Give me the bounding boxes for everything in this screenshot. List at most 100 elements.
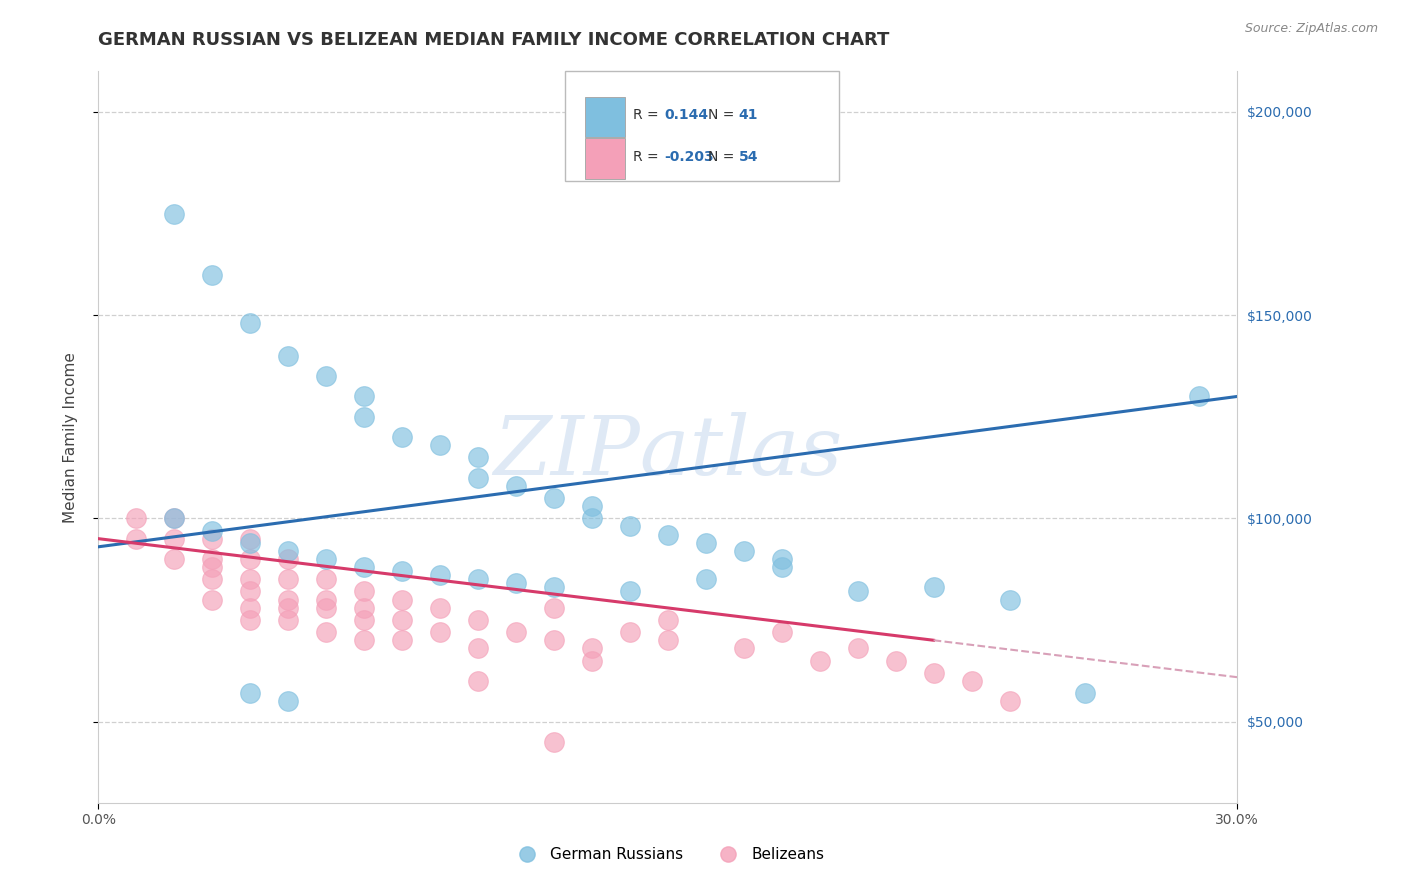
Point [695, 572, 717, 586]
Point [353, 613, 375, 627]
Point [201, 592, 224, 607]
Point [581, 511, 603, 525]
Point [543, 491, 565, 505]
Point [543, 735, 565, 749]
Y-axis label: Median Family Income: Median Family Income [63, 351, 77, 523]
Point [391, 633, 413, 648]
Point [315, 552, 337, 566]
Point [277, 349, 299, 363]
Point [581, 654, 603, 668]
Point [239, 584, 262, 599]
Point [201, 560, 224, 574]
Point [657, 527, 679, 541]
Point [467, 613, 489, 627]
Point [505, 576, 527, 591]
Point [201, 532, 224, 546]
Point [884, 654, 907, 668]
Point [619, 584, 641, 599]
Text: Source: ZipAtlas.com: Source: ZipAtlas.com [1244, 22, 1378, 36]
Point [201, 524, 224, 538]
Point [277, 600, 299, 615]
Point [619, 519, 641, 533]
Point [239, 686, 262, 700]
Point [1074, 686, 1097, 700]
Point [543, 633, 565, 648]
Point [315, 600, 337, 615]
Legend: German Russians, Belizeans: German Russians, Belizeans [505, 841, 831, 868]
Point [239, 535, 262, 549]
Point [998, 694, 1021, 708]
Point [163, 511, 186, 525]
Point [770, 625, 793, 640]
FancyBboxPatch shape [585, 138, 624, 178]
Point [239, 600, 262, 615]
Text: -0.203: -0.203 [665, 150, 714, 163]
Point [239, 316, 262, 330]
Point [960, 673, 983, 688]
Point [429, 568, 451, 582]
Point [391, 430, 413, 444]
Point [391, 564, 413, 578]
Point [619, 625, 641, 640]
Text: N =: N = [707, 108, 734, 122]
Point [429, 600, 451, 615]
Point [353, 600, 375, 615]
Point [543, 600, 565, 615]
Point [922, 665, 945, 680]
Text: R =: R = [633, 150, 658, 163]
Point [315, 572, 337, 586]
Point [846, 584, 869, 599]
Point [1188, 389, 1211, 403]
Text: N =: N = [707, 150, 734, 163]
Point [353, 633, 375, 648]
Point [239, 572, 262, 586]
Point [163, 532, 186, 546]
Point [846, 641, 869, 656]
Point [467, 450, 489, 465]
Point [125, 532, 148, 546]
Point [277, 613, 299, 627]
Point [581, 499, 603, 513]
Point [505, 479, 527, 493]
Point [201, 268, 224, 282]
Text: 41: 41 [738, 108, 758, 122]
Point [315, 369, 337, 384]
Text: ZIP​atlas: ZIP​atlas [494, 412, 842, 491]
Point [733, 544, 755, 558]
Text: R =: R = [633, 108, 658, 122]
Point [277, 592, 299, 607]
Point [315, 592, 337, 607]
Point [733, 641, 755, 656]
Point [163, 206, 186, 220]
Point [277, 552, 299, 566]
Point [239, 552, 262, 566]
Point [770, 560, 793, 574]
Point [125, 511, 148, 525]
FancyBboxPatch shape [565, 71, 839, 181]
Point [467, 641, 489, 656]
Point [657, 633, 679, 648]
Point [581, 641, 603, 656]
Point [429, 438, 451, 452]
Point [315, 625, 337, 640]
Point [808, 654, 831, 668]
Text: GERMAN RUSSIAN VS BELIZEAN MEDIAN FAMILY INCOME CORRELATION CHART: GERMAN RUSSIAN VS BELIZEAN MEDIAN FAMILY… [98, 31, 890, 49]
Point [391, 592, 413, 607]
Point [505, 625, 527, 640]
FancyBboxPatch shape [585, 96, 624, 136]
Text: 0.144: 0.144 [665, 108, 709, 122]
Point [353, 389, 375, 403]
Point [163, 552, 186, 566]
Point [922, 581, 945, 595]
Point [277, 544, 299, 558]
Point [467, 572, 489, 586]
Point [277, 572, 299, 586]
Point [353, 409, 375, 424]
Point [770, 552, 793, 566]
Point [353, 560, 375, 574]
Point [163, 511, 186, 525]
Point [467, 471, 489, 485]
Point [201, 552, 224, 566]
Point [239, 613, 262, 627]
Point [467, 673, 489, 688]
